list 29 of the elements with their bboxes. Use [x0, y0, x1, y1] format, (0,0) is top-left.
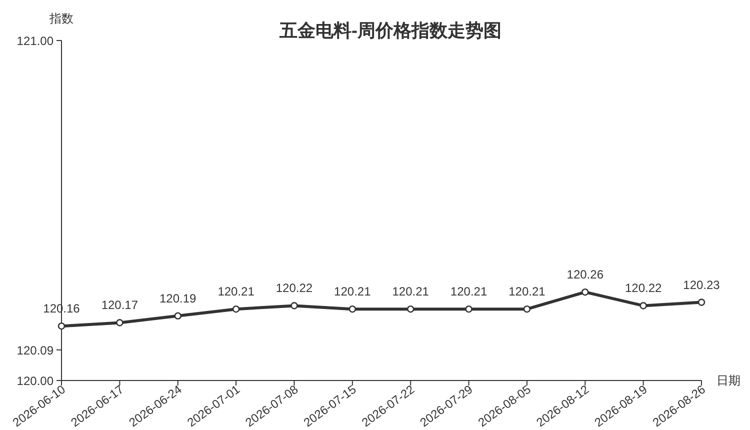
point [116, 319, 124, 326]
point [406, 305, 414, 313]
data-label: 120.19 [160, 291, 197, 306]
point [348, 305, 356, 313]
data-label: 120.21 [392, 284, 430, 299]
data-label: 120.22 [624, 281, 662, 296]
data-label: 120.21 [450, 284, 488, 299]
point [640, 302, 647, 310]
x-axis-title: 日期 [716, 374, 740, 388]
data-label: 120.26 [566, 268, 604, 282]
y-tick-label: 120.00 [16, 374, 54, 388]
data-label: 120.21 [218, 284, 255, 299]
chart-title: 五金电料-周价格指数走势图 [278, 20, 502, 40]
y-tick-label: 120.09 [16, 343, 54, 358]
data-label: 120.22 [276, 281, 313, 296]
point [523, 305, 531, 313]
y-axis-title: 指数 [48, 12, 74, 26]
point [232, 305, 240, 313]
point [698, 298, 706, 306]
data-label: 120.23 [683, 278, 720, 292]
point [581, 288, 589, 296]
point [290, 302, 298, 310]
point [174, 312, 182, 320]
data-label: 120.21 [508, 284, 546, 299]
point [58, 322, 66, 330]
point [465, 305, 472, 313]
data-label: 120.21 [334, 284, 372, 299]
data-label: 120.17 [101, 298, 138, 312]
y-tick-label: 121.00 [16, 34, 54, 48]
